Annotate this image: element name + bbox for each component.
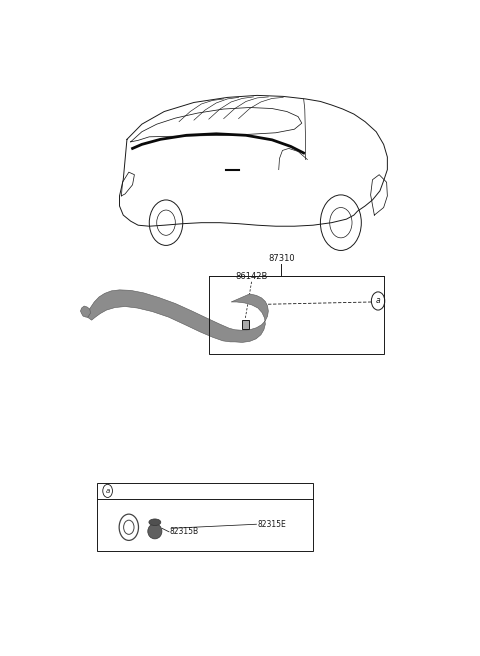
Bar [241,319,249,329]
Ellipse shape [148,523,162,539]
Bar [209,276,384,354]
Polygon shape [86,290,268,342]
Text: a: a [106,488,110,494]
Text: 87310: 87310 [268,254,295,263]
Text: 86142B: 86142B [235,272,268,281]
Bar [97,483,313,551]
Text: a: a [376,297,380,306]
Ellipse shape [149,519,161,525]
Text: 82315E: 82315E [257,520,286,529]
Polygon shape [81,306,91,317]
Text: 82315B: 82315B [170,527,199,537]
